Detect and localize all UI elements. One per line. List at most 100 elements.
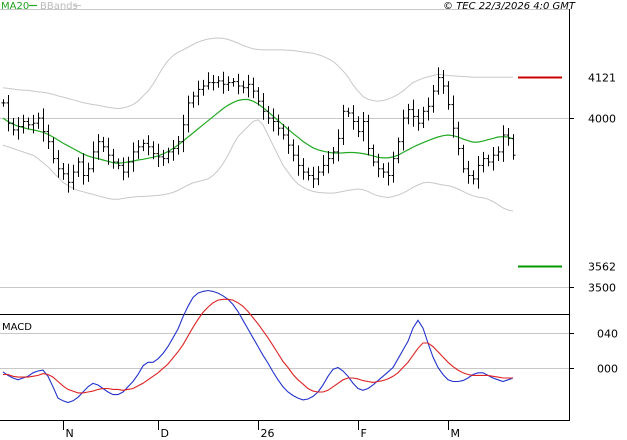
ohlc-bar <box>51 137 56 164</box>
ohlc-bar <box>451 95 456 138</box>
ohlc-bar <box>151 141 156 160</box>
ohlc-bar <box>376 153 381 178</box>
x-axis-ticks: N D 26 F M <box>63 420 460 440</box>
ohlc-bar <box>56 150 61 178</box>
bbands-legend: BBands <box>40 1 78 12</box>
ohlc-bar <box>191 91 196 108</box>
ohlc-bar <box>346 107 351 117</box>
ohlc-bar <box>406 103 411 125</box>
ohlc-bar <box>246 74 251 98</box>
ohlc-bar <box>466 160 471 184</box>
ohlc-bar <box>501 125 506 162</box>
ohlc-bar <box>221 71 226 94</box>
ma20-line-group <box>2 98 514 165</box>
ohlc-bar <box>176 136 181 155</box>
ohlc-bar <box>411 99 416 127</box>
ohlc-bar <box>116 158 121 170</box>
ohlc-bar <box>446 81 451 110</box>
ohlc-bar <box>361 112 366 142</box>
ohlc-bar <box>61 163 66 180</box>
macd-tick-label: 040 <box>597 328 618 341</box>
ohlc-bar <box>341 104 346 145</box>
ohlc-bar <box>26 117 31 130</box>
ma20-line <box>2 98 514 165</box>
ohlc-bar <box>231 78 236 87</box>
ohlc-bar <box>281 124 286 140</box>
ohlc-bar <box>76 157 81 177</box>
support-level-label: 3562 <box>588 261 616 274</box>
macd-tick-label: 000 <box>597 363 618 376</box>
signal-line <box>3 298 513 394</box>
price-tick-label: 3500 <box>588 282 616 295</box>
ohlc-bar <box>111 148 116 169</box>
y-axis-ticks: 4000 3500 040 000 <box>569 113 618 376</box>
ohlc-bar <box>106 137 111 165</box>
ohlc-bar <box>481 151 486 173</box>
ohlc-bar <box>456 121 461 156</box>
x-tick-label: 26 <box>261 427 275 440</box>
ohlc-bar <box>66 163 71 193</box>
ohlc-bar <box>276 114 281 136</box>
ohlc-bar <box>371 144 376 167</box>
ohlc-bar <box>506 128 511 146</box>
ohlc-bar <box>461 144 466 173</box>
bollinger-bands <box>2 37 514 212</box>
ohlc-bar <box>196 80 201 106</box>
ohlc-bar <box>36 112 41 129</box>
ohlc-bar <box>121 157 126 181</box>
ohlc-bar <box>211 75 216 91</box>
ohlc-bar <box>236 73 241 95</box>
ohlc-bar <box>1 99 6 107</box>
ohlc-bar <box>436 67 441 95</box>
ohlc-bar <box>431 85 436 113</box>
ohlc-bar <box>356 116 361 138</box>
ohlc-bar <box>171 140 176 161</box>
macd-panel-label: MACD <box>2 322 32 333</box>
bbands-upper-line <box>2 37 513 110</box>
ohlc-bar <box>226 76 231 91</box>
ohlc-bar <box>266 105 271 124</box>
ohlc-bar <box>441 70 446 94</box>
ohlc-bar <box>286 126 291 154</box>
copyright-notice: © TEC 22/3/2026 4:0 GMT <box>443 1 576 12</box>
price-bars <box>1 67 516 193</box>
ohlc-bar <box>11 118 16 136</box>
ohlc-bar <box>311 166 316 188</box>
ohlc-bar <box>126 156 131 178</box>
chart-frame <box>0 9 570 421</box>
ohlc-bar <box>141 139 146 152</box>
ohlc-bar <box>156 143 161 167</box>
ohlc-bar <box>476 156 481 189</box>
ohlc-bar <box>161 149 166 166</box>
ohlc-bar <box>241 80 246 94</box>
resistance-level-label: 4121 <box>588 72 616 85</box>
ohlc-bar <box>31 114 36 134</box>
ohlc-bar <box>301 158 306 180</box>
ohlc-bar <box>6 95 11 132</box>
ohlc-bar <box>136 140 141 159</box>
price-tick-label: 4000 <box>588 113 616 126</box>
ohlc-bar <box>256 87 261 106</box>
macd-line <box>2 289 514 404</box>
x-tick-label: D <box>161 427 169 440</box>
x-tick-label: F <box>361 427 367 440</box>
ohlc-bar <box>86 162 91 182</box>
ohlc-bar <box>386 162 391 186</box>
ohlc-bar <box>131 142 136 172</box>
ohlc-bar <box>486 154 491 167</box>
ohlc-bar <box>326 151 331 174</box>
ohlc-bar <box>216 76 221 88</box>
macd-lines <box>2 289 514 404</box>
ohlc-bar <box>511 134 516 160</box>
bbands-lower-line <box>2 119 514 212</box>
ohlc-bar <box>471 170 476 185</box>
ohlc-bar <box>261 93 266 120</box>
ohlc-bar <box>401 109 406 151</box>
ohlc-bar <box>306 167 311 181</box>
ohlc-bar <box>186 95 191 133</box>
ohlc-bar <box>41 108 46 142</box>
ohlc-bar <box>416 109 421 131</box>
ma20-legend: MA20 <box>1 1 29 12</box>
ohlc-bar <box>366 114 371 156</box>
